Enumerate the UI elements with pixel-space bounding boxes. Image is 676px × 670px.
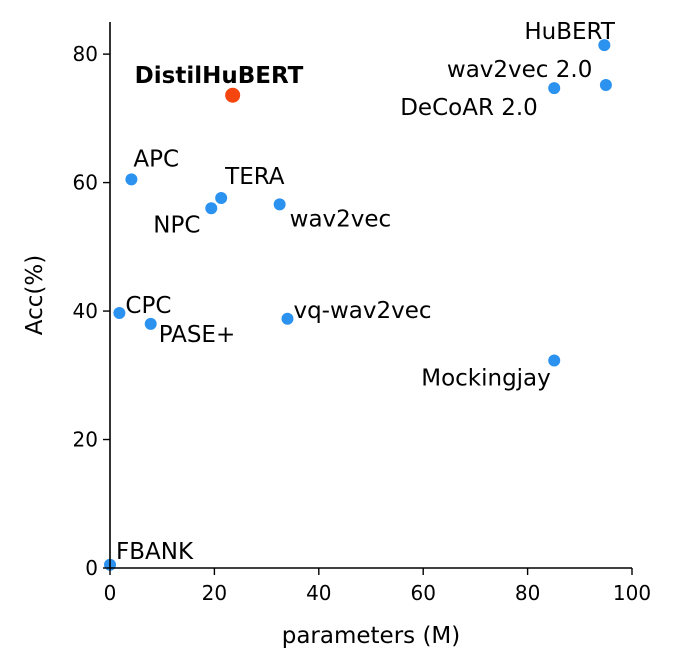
- point-distilhubert: [225, 87, 241, 103]
- y-tick-label: 0: [85, 556, 98, 580]
- plot-labels: FBANK CPC APC PASE+ NPC TERA DistilHuBERT wav2v…: [116, 19, 616, 565]
- plot-points: [104, 39, 612, 571]
- point-label-vq-wav2vec: vq-wav2vec: [293, 298, 431, 324]
- y-axis-label: Acc(%): [22, 255, 48, 335]
- x-tick-label: 80: [515, 581, 540, 605]
- point-vq-wav2vec: [281, 312, 294, 325]
- point-decoar-2-0: [548, 82, 561, 95]
- y-tick-label: 80: [73, 42, 98, 66]
- point-label-fbank: FBANK: [116, 539, 194, 565]
- axes: [109, 22, 632, 569]
- x-tick-label: 40: [306, 581, 331, 605]
- point-label-pase: PASE+: [159, 322, 236, 348]
- point-label-tera: TERA: [224, 164, 285, 190]
- x-tick-label: 0: [104, 581, 117, 605]
- x-axis-label: parameters (M): [282, 623, 461, 649]
- x-tick-label: 100: [613, 581, 651, 605]
- y-ticks: 0 20 40 60 80: [73, 42, 110, 580]
- x-tick-label: 20: [202, 581, 227, 605]
- x-ticks: 0 20 40 60 80 100: [104, 568, 651, 605]
- point-label-wav2vec: wav2vec: [290, 206, 392, 232]
- point-apc: [125, 173, 138, 186]
- point-npc: [205, 202, 218, 215]
- point-label-wav2vec-2-0: wav2vec 2.0: [447, 57, 592, 83]
- point-label-decoar-2-0: DeCoAR 2.0: [400, 95, 538, 121]
- point-label-npc: NPC: [153, 212, 200, 238]
- point-mockingjay: [548, 354, 561, 367]
- point-label-mockingjay: Mockingjay: [421, 366, 551, 392]
- y-tick-label: 20: [73, 428, 98, 452]
- point-wav2vec: [273, 198, 286, 211]
- point-cpc: [113, 306, 126, 319]
- point-tera: [215, 192, 228, 205]
- point-label-hubert: HuBERT: [524, 19, 615, 45]
- point-label-apc: APC: [133, 146, 179, 172]
- x-tick-label: 60: [410, 581, 435, 605]
- point-label-cpc: CPC: [125, 293, 171, 319]
- point-hubert: [598, 39, 611, 52]
- point-wav2vec-2-0: [599, 78, 612, 91]
- point-label-distilhubert: DistilHuBERT: [135, 63, 304, 89]
- y-tick-label: 40: [73, 299, 98, 323]
- point-pase: [144, 317, 157, 330]
- y-tick-label: 60: [73, 171, 98, 195]
